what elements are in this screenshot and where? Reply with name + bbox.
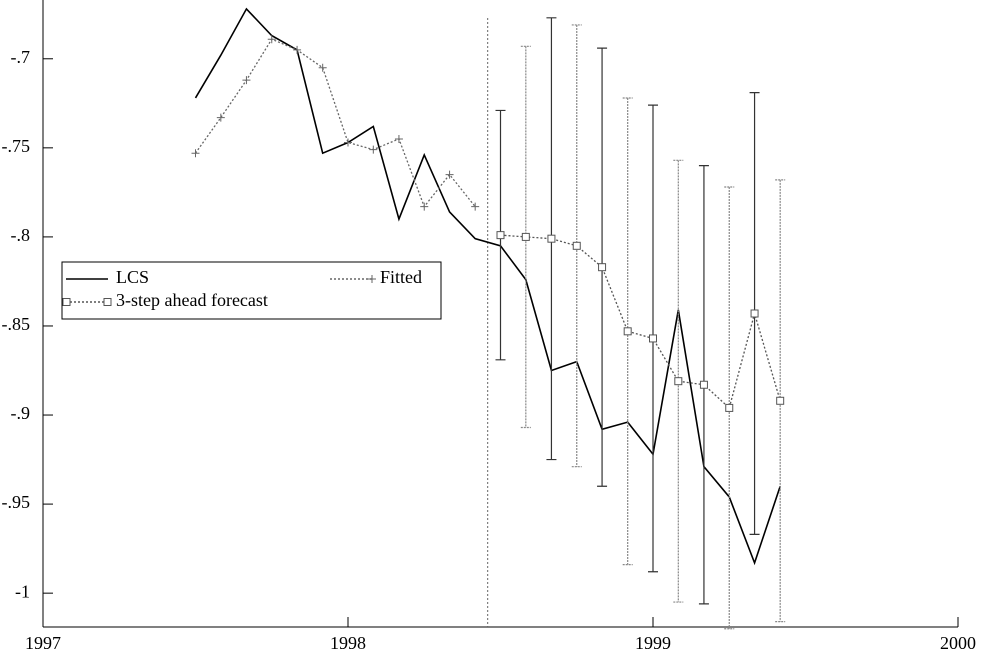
y-tick-label: -.75 — [2, 136, 31, 156]
y-tick-label: -.9 — [11, 403, 31, 423]
point-marker — [242, 76, 251, 85]
y-tick-label: -.85 — [2, 314, 31, 334]
series-line — [194, 7, 781, 566]
point-marker — [750, 309, 759, 318]
point-marker — [191, 149, 200, 158]
series-line — [500, 234, 781, 410]
y-tick-label: -.95 — [2, 492, 31, 512]
point-marker — [293, 45, 302, 54]
point-marker — [521, 232, 530, 241]
x-tick-label: 1998 — [330, 633, 366, 653]
point-marker — [496, 231, 505, 240]
y-tick-label: -1 — [15, 581, 30, 601]
point-marker — [649, 334, 657, 343]
y-tick-label: -.8 — [11, 225, 31, 245]
point-marker — [547, 234, 556, 243]
point-marker — [216, 113, 225, 122]
point-marker — [471, 202, 480, 211]
legend-marker — [62, 298, 71, 306]
point-marker — [267, 35, 276, 44]
x-tick-label: 2000 — [940, 633, 976, 653]
series-line — [194, 38, 476, 208]
legend-box — [61, 261, 442, 320]
point-marker — [572, 241, 581, 250]
legend-marker — [368, 275, 376, 283]
point-marker — [623, 327, 632, 336]
y-tick-label: -.7 — [11, 47, 31, 67]
point-marker — [369, 145, 378, 154]
point-marker — [420, 202, 429, 211]
error-bar — [622, 97, 633, 566]
point-marker — [598, 263, 607, 272]
point-marker — [674, 377, 683, 386]
x-tick-label: 1999 — [635, 633, 671, 653]
x-tick-label: 1997 — [25, 633, 61, 653]
legend-marker — [103, 298, 112, 306]
legend-label: LCS — [116, 267, 149, 287]
point-marker — [344, 138, 352, 147]
point-marker — [776, 396, 785, 405]
point-marker — [318, 63, 327, 72]
point-marker — [445, 170, 454, 179]
legend-label: 3-step ahead forecast — [116, 290, 268, 310]
point-marker — [725, 403, 734, 412]
point-marker — [394, 134, 403, 143]
legend: LCS Fitted 3-step ahead forecast — [61, 261, 442, 320]
point-marker — [699, 380, 708, 389]
legend-label: Fitted — [380, 267, 422, 287]
